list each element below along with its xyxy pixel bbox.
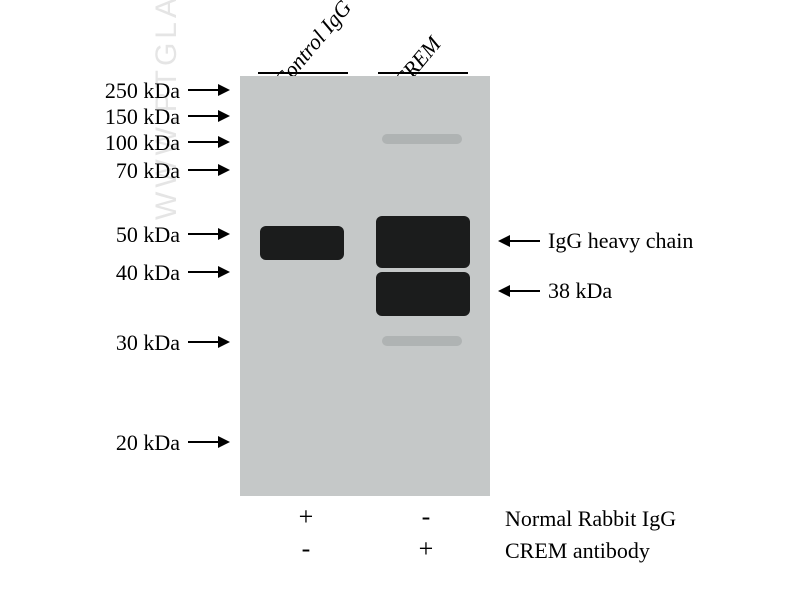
ladder-arrow-icon [188,141,228,143]
annotation-arrow-icon [500,290,540,292]
pm-label-crem-antibody: CREM antibody [505,538,650,564]
pm-cell: - [286,534,326,564]
lane-crem [372,76,482,496]
annotation-igg-heavy-chain: IgG heavy chain [548,228,693,254]
ladder-label: 150 kDa [60,104,180,130]
lane-header-underline [378,72,468,74]
ladder-arrow-icon [188,441,228,443]
band-faint-lower [382,336,462,346]
ladder-label: 40 kDa [60,260,180,286]
ladder-label: 70 kDa [60,158,180,184]
ladder-arrow-icon [188,341,228,343]
ladder-label: 250 kDa [60,78,180,104]
ladder-arrow-icon [188,233,228,235]
pm-cell: - [406,502,446,532]
figure-container: Control IgG CREM WWW.PTGLAB.COM 250 kDa … [0,0,800,600]
ladder-arrow-icon [188,89,228,91]
blot-membrane [240,76,490,496]
annotation-38kda: 38 kDa [548,278,612,304]
pm-cell: + [406,534,446,564]
ladder-label: 100 kDa [60,130,180,156]
pm-cell: + [286,502,326,532]
band-igg-heavy-chain-control [260,226,344,260]
pm-label-normal-rabbit-igg: Normal Rabbit IgG [505,506,676,532]
lane-control-igg [252,76,362,496]
ladder-label: 50 kDa [60,222,180,248]
ladder-label: 30 kDa [60,330,180,356]
ladder-arrow-icon [188,271,228,273]
ladder-arrow-icon [188,169,228,171]
band-igg-heavy-chain-crem [376,216,470,268]
lane-header-underline [258,72,348,74]
ladder-label: 20 kDa [60,430,180,456]
annotation-arrow-icon [500,240,540,242]
ladder-arrow-icon [188,115,228,117]
band-38kda [376,272,470,316]
band-faint-upper [382,134,462,144]
